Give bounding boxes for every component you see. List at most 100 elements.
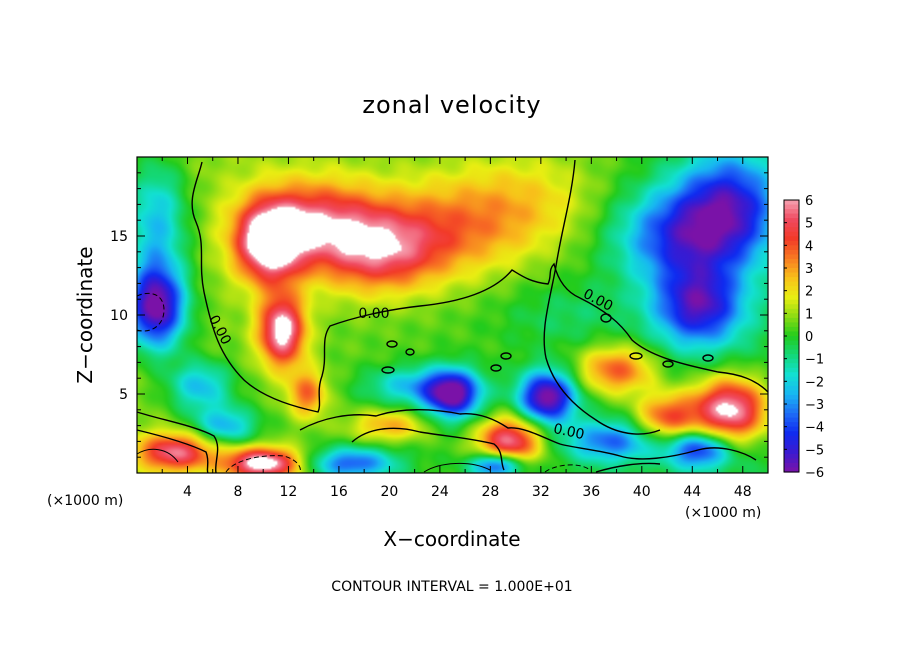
colorbar-segment [784,349,799,355]
colorbar: 6 5 4 3 2 1 0 −1 −2 −3 −4 −5 −6 [783,194,824,481]
colorbar-segment [784,376,799,382]
colorbar-segment [784,385,799,391]
colorbar-segment [784,404,799,410]
colorbar-segment [784,277,799,283]
colorbar-tick-label: 1 [805,307,813,322]
colorbar-tick-label: −5 [805,443,824,458]
contour-closed [600,313,612,323]
contour-thin [136,448,179,463]
colorbar-segment [784,440,799,446]
colorbar-tick-label: 2 [805,285,813,300]
y-tick-label: 15 [110,229,128,245]
colorbar-segment [784,431,799,437]
colorbar-segment [784,354,799,360]
colorbar-segment [784,336,799,342]
x-axis: 4 8 12 16 20 24 28 32 36 40 44 48 [161,157,752,500]
colorbar-segment [784,453,799,459]
colorbar-tick-label: 5 [805,217,813,232]
x-tick-label: 20 [380,484,398,500]
colorbar-segment [784,227,799,233]
colorbar-segment [784,417,799,423]
colorbar-tick-label: −2 [805,375,824,390]
colorbar-segment [784,222,799,228]
colorbar-tick-label: 4 [805,239,813,254]
y-tick-label: 5 [119,387,128,403]
contour-label: 0.00 [552,421,586,443]
colorbar-tick-label: −1 [805,353,824,368]
colorbar-segment [784,331,799,337]
contour-closed [386,340,398,348]
contour-zero-line [351,427,505,471]
colorbar-segment [784,268,799,274]
contour-interval-note: CONTOUR INTERVAL = 1.000E+01 [331,579,572,595]
contour-zero-line [191,161,769,413]
colorbar-segment [784,372,799,378]
y-tick-label: 10 [110,308,128,324]
colorbar-segment [784,399,799,405]
colorbar-segment [784,367,799,373]
colorbar-segment [784,358,799,364]
colorbar-segment [784,254,799,260]
colorbar-tick-label: −4 [805,421,824,436]
contour-overlay [136,159,769,474]
colorbar-segment [784,422,799,428]
colorbar-segment [784,263,799,269]
colorbar-segment [784,317,799,323]
contour-negative [136,292,165,332]
x-unit-left: (×1000 m) [47,493,123,509]
colorbar-segment [784,240,799,246]
colorbar-segment [784,290,799,296]
colorbar-segment [784,295,799,301]
colorbar-segment [784,340,799,346]
colorbar-segment [784,204,799,210]
x-axis-label: X−coordinate [383,527,520,551]
colorbar-segment [784,467,799,473]
colorbar-tick-label: −6 [805,466,824,481]
colorbar-segment [784,345,799,351]
contour-negative [544,464,591,473]
colorbar-tick-label: 0 [805,330,813,345]
contour-closed [702,354,714,362]
colorbar-tick-label: 6 [805,194,813,209]
x-unit-right: (×1000 m) [685,505,761,521]
colorbar-segment [784,413,799,419]
contour-closed [490,364,502,372]
colorbar-segment [784,458,799,464]
x-tick-label: 48 [734,484,752,500]
colorbar-segment [784,394,799,401]
contour-zero-line [543,159,661,435]
y-axis: 5 10 15 [110,172,768,458]
colorbar-segment [784,304,799,310]
contour-closed [405,348,415,356]
colorbar-tick-label: 3 [805,262,813,277]
velocity-field-image [137,157,768,473]
colorbar-segment [784,299,799,305]
colorbar-segment [784,218,799,224]
colorbar-segment [784,258,799,265]
colorbar-segment [784,322,799,328]
contour-closed [662,360,674,368]
contour-label: 0.00 [358,306,389,322]
x-tick-label: 44 [683,484,701,500]
colorbar-segment [784,381,799,387]
colorbar-segment [784,435,799,441]
contour-closed [500,352,512,360]
x-tick-label: 36 [582,484,600,500]
colorbar-segment [784,272,799,278]
colorbar-segment [784,308,799,314]
colorbar-segment [784,213,799,219]
x-tick-label: 4 [183,484,192,500]
colorbar-segment [784,249,799,255]
contour-zero-line [595,462,661,473]
x-tick-label: 8 [233,484,242,500]
x-tick-label: 32 [532,484,550,500]
contour-thin [423,462,491,473]
colorbar-segment [784,281,799,287]
chart-title: zonal velocity [362,91,541,119]
colorbar-segment [784,449,799,455]
colorbar-segment [784,390,799,396]
colorbar-segment [784,231,799,237]
colorbar-segment [784,462,799,469]
y-axis-label: Z−coordinate [73,246,97,383]
